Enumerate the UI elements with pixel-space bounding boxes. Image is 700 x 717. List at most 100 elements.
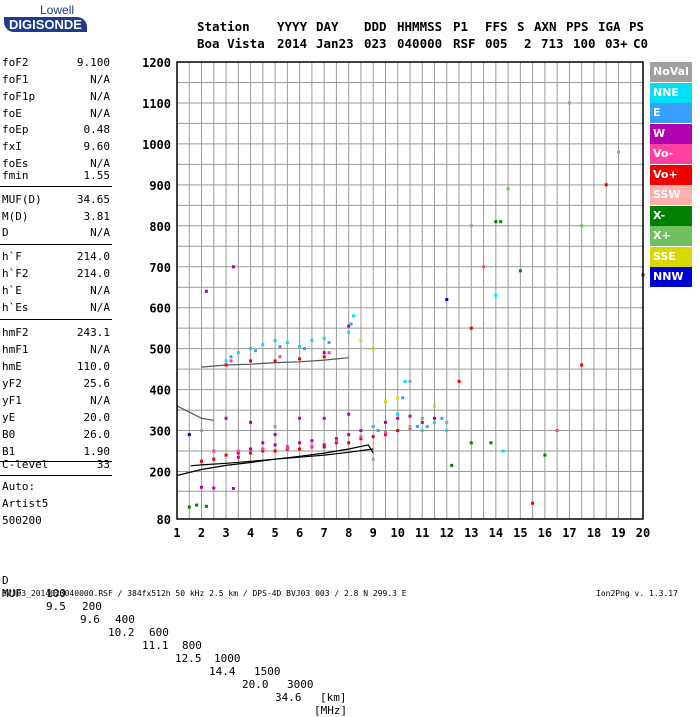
x-tick-label: 14	[489, 526, 503, 540]
data-point-x	[580, 224, 584, 228]
param-he: h`E N/A	[2, 284, 110, 297]
param-hmf2: hmF2 243.1	[2, 326, 110, 339]
param-c-level: C-level 33	[2, 458, 110, 471]
data-point-vo	[236, 451, 240, 455]
data-point-x	[518, 269, 522, 273]
param-hme: hmE 110.0	[2, 360, 110, 373]
distance-value: 100	[46, 587, 66, 600]
data-point-w	[347, 412, 351, 416]
data-point-nne	[249, 347, 253, 351]
y-tick-label: 700	[149, 261, 171, 275]
data-point-vo	[212, 449, 216, 453]
y-tick-label: 1100	[142, 97, 171, 111]
data-point-vo	[384, 433, 387, 437]
header-label-year: YYYY	[277, 19, 308, 34]
data-point-nne	[433, 420, 436, 424]
x-tick-label: 16	[538, 526, 552, 540]
header-label-doy: DDD	[364, 19, 387, 34]
data-point-w	[273, 433, 277, 437]
legend-item-noval: NoVal	[650, 62, 692, 82]
legend-item-sse: SSE	[650, 246, 692, 267]
y-tick-label: 800	[149, 220, 171, 234]
auto-version: 500200	[2, 514, 42, 527]
data-point-w	[249, 447, 253, 451]
header-label-p1: P1	[453, 19, 469, 34]
data-point-nne	[396, 412, 400, 416]
data-point-w	[322, 416, 326, 420]
muf-value: 10.2	[108, 626, 135, 639]
data-point-e	[229, 355, 233, 359]
data-point-noval	[567, 101, 571, 105]
header-label-ffs: FFS	[485, 19, 508, 34]
muf-value: 20.0	[242, 678, 269, 691]
data-point-w	[212, 486, 216, 490]
distance-unit: [km]	[320, 691, 347, 704]
data-point-w	[204, 289, 208, 293]
auto-artist: Artist5	[2, 497, 49, 510]
data-point-w	[273, 443, 277, 447]
data-point-nne	[322, 336, 326, 340]
data-point-w	[249, 420, 253, 424]
legend-item-nnw: NNW	[650, 267, 692, 287]
data-point-nne	[445, 429, 449, 433]
header-label-axn: AXN	[534, 19, 557, 34]
header-label-station: Station	[197, 19, 250, 34]
data-point-sse	[384, 400, 387, 404]
distance-value: 800	[182, 639, 202, 652]
data-point-x	[204, 504, 208, 508]
param-foep: foEp 0.48	[2, 123, 110, 136]
legend-item-e: E	[650, 103, 692, 123]
data-point-w	[298, 416, 302, 420]
muf-label: MUF	[2, 587, 22, 600]
x-tick-label: 12	[440, 526, 454, 540]
y-tick-label: 1000	[142, 138, 171, 152]
legend-item-w: W	[650, 123, 692, 144]
x-tick-label: 1	[173, 526, 180, 540]
data-point-vo	[273, 449, 277, 453]
logo-digisonde: DIGISONDE	[4, 17, 87, 32]
data-point-w	[334, 437, 338, 441]
data-point-noval	[200, 429, 203, 433]
param-fxi: fxI 9.60	[2, 140, 110, 153]
x-tick-label: 9	[370, 526, 377, 540]
legend-item-vo: Vo+	[650, 164, 692, 185]
data-point-w	[408, 414, 412, 418]
data-point-x	[489, 441, 493, 445]
data-point-w	[347, 433, 351, 437]
data-point-vo	[580, 363, 584, 367]
data-point-x	[187, 505, 191, 509]
header-value-time: 040000	[397, 36, 443, 51]
header-value-pps: 100	[573, 36, 596, 51]
header-value-year: 2014	[277, 36, 308, 51]
data-point-e	[415, 425, 419, 428]
data-point-w	[236, 455, 240, 459]
header-value-p1: RSF	[453, 36, 476, 51]
legend-item-nne: NNE	[650, 82, 692, 103]
data-point-vo	[298, 447, 302, 451]
data-point-vo	[334, 441, 338, 445]
software-version: Ion2Png v. 1.3.17	[596, 589, 678, 598]
x-tick-label: 18	[587, 526, 601, 540]
header-label-ps: PS	[629, 19, 645, 34]
data-point-vo	[285, 446, 289, 450]
data-point-w	[322, 445, 326, 449]
x-tick-label: 8	[345, 526, 352, 540]
muf-value: 11.1	[142, 639, 169, 652]
data-point-vo	[212, 457, 216, 461]
data-point-vo	[224, 453, 228, 457]
muf-value: 9.5	[46, 600, 66, 613]
header-label-iga: IGA	[598, 19, 621, 34]
param-mufd: MUF(D) 34.65	[2, 193, 110, 206]
x-tick-label: 20	[636, 526, 650, 540]
data-point-sse	[359, 339, 363, 342]
data-point-w	[433, 416, 436, 420]
data-point-vo	[249, 451, 253, 455]
distance-value: 1000	[214, 652, 241, 665]
header-label-day: DAY	[316, 19, 339, 34]
x-tick-label: 3	[222, 526, 229, 540]
data-point-noval	[408, 379, 412, 383]
muf-unit: [MHz]	[314, 704, 348, 717]
x-tick-label: 17	[562, 526, 576, 540]
data-point-vo	[224, 363, 228, 367]
